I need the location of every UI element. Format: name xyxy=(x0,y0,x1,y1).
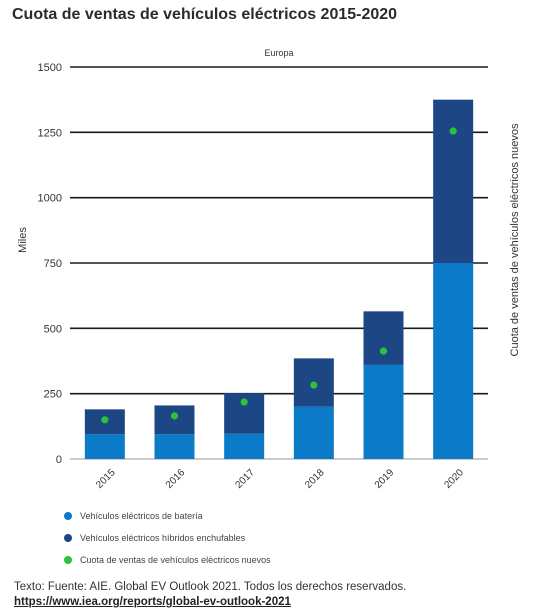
x-tick-labels: 2015 2016 2017 2018 2019 2020 xyxy=(94,467,466,491)
legend-label-bev: Vehículos eléctricos de batería xyxy=(80,511,203,521)
x-tick-label: 2016 xyxy=(164,467,188,491)
share-marker xyxy=(449,127,457,135)
source-note: Texto: Fuente: AIE. Global EV Outlook 20… xyxy=(14,580,406,610)
legend-item-phev: Vehículos eléctricos híbridos enchufable… xyxy=(64,527,271,549)
x-tick-label: 2017 xyxy=(233,467,257,491)
bar-segment xyxy=(433,263,474,459)
y-tick-label: 1500 xyxy=(38,62,62,74)
chart-title: Cuota de ventas de vehículos eléctricos … xyxy=(12,6,398,23)
y-tick-label: 0 xyxy=(56,454,62,466)
legend-item-bev: Vehículos eléctricos de batería xyxy=(64,505,271,527)
x-tick-label: 2015 xyxy=(94,467,118,491)
x-tick-label: 2020 xyxy=(442,467,466,491)
legend: Vehículos eléctricos de batería Vehículo… xyxy=(64,505,271,571)
legend-label-share: Cuota de ventas de vehículos eléctricos … xyxy=(80,555,271,565)
share-markers xyxy=(101,127,457,424)
x-tick-label: 2018 xyxy=(303,467,327,491)
share-marker xyxy=(240,398,248,406)
share-marker xyxy=(310,381,318,389)
y-tick-label: 500 xyxy=(44,323,62,335)
bar-segment xyxy=(293,406,334,459)
y-tick-label: 1250 xyxy=(38,127,62,139)
bar-segment xyxy=(84,434,125,459)
chart-subtitle: Europa xyxy=(264,48,293,58)
source-link[interactable]: https://www.iea.org/reports/global-ev-ou… xyxy=(14,596,291,608)
legend-item-share: Cuota de ventas de vehículos eléctricos … xyxy=(64,549,271,571)
x-tick-label: 2019 xyxy=(373,467,397,491)
bar-segment xyxy=(154,405,195,435)
legend-swatch-bev xyxy=(64,512,72,520)
secondary-y-axis-label: Cuota de ventas de vehículos eléctricos … xyxy=(509,123,521,356)
share-marker xyxy=(101,416,109,424)
bar-segment xyxy=(224,433,265,459)
bar-segment xyxy=(433,99,474,264)
y-tick-label: 750 xyxy=(44,258,62,270)
share-marker xyxy=(170,412,179,420)
bar-segment xyxy=(154,434,195,459)
y-tick-label: 1000 xyxy=(38,193,62,205)
y-axis-label: Miles xyxy=(17,227,29,253)
gridlines xyxy=(70,66,488,460)
bars xyxy=(84,99,474,459)
source-text: Texto: Fuente: AIE. Global EV Outlook 20… xyxy=(14,581,407,593)
y-tick-labels: 0 250 500 750 1000 1250 1500 xyxy=(38,62,62,466)
y-tick-label: 250 xyxy=(44,389,62,401)
legend-swatch-share xyxy=(64,556,72,564)
legend-label-phev: Vehículos eléctricos híbridos enchufable… xyxy=(80,533,246,543)
legend-swatch-phev xyxy=(64,534,72,542)
bar-segment xyxy=(363,364,404,459)
share-marker xyxy=(379,347,388,355)
bar-segment xyxy=(363,311,404,365)
